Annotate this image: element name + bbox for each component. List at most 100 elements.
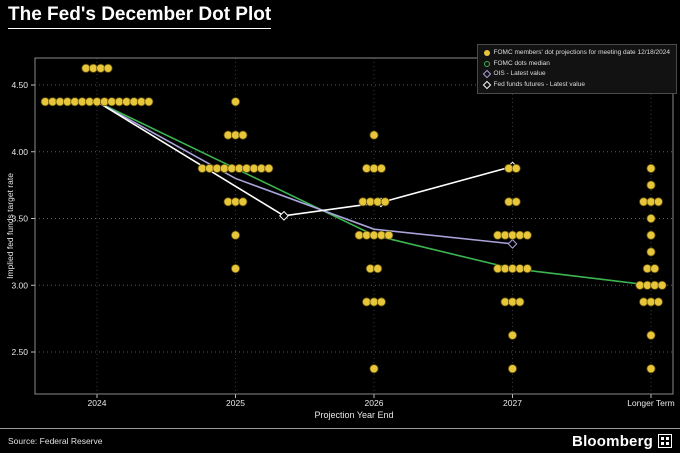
projection-dot bbox=[369, 364, 379, 374]
projection-dot bbox=[264, 163, 274, 173]
projection-dot bbox=[646, 230, 656, 240]
projection-dot bbox=[369, 297, 379, 307]
source-text: Source: Federal Reserve bbox=[8, 436, 103, 446]
projection-dot bbox=[639, 297, 649, 307]
projection-dot bbox=[373, 197, 383, 207]
y-tick-label: 3.50 bbox=[11, 214, 28, 224]
legend-label: Fed funds futures - Latest value bbox=[493, 80, 585, 88]
projection-dot bbox=[507, 297, 517, 307]
projection-dot bbox=[358, 197, 368, 207]
projection-dot bbox=[40, 97, 50, 107]
y-tick-label: 2.50 bbox=[11, 347, 28, 357]
projection-dot bbox=[504, 197, 514, 207]
projection-dot bbox=[500, 230, 510, 240]
projection-dot bbox=[373, 264, 383, 274]
projection-dot bbox=[646, 247, 656, 257]
futures-diamond-marker-icon bbox=[482, 80, 491, 89]
projection-dot bbox=[635, 280, 645, 290]
projection-dot bbox=[507, 230, 517, 240]
projection-dot bbox=[507, 264, 517, 274]
projection-dot bbox=[369, 163, 379, 173]
projection-dot bbox=[642, 264, 652, 274]
projection-dot bbox=[511, 197, 521, 207]
projection-dot bbox=[369, 130, 379, 140]
gridlines: 4.50 4.00 3.50 3.00 2.50 2024 2025 2026 2027 Long… bbox=[11, 58, 675, 408]
projection-dot bbox=[646, 330, 656, 340]
x-tick-label: 2025 bbox=[226, 398, 245, 408]
projection-dot bbox=[197, 163, 207, 173]
projection-dot bbox=[122, 97, 132, 107]
projection-dot bbox=[96, 63, 106, 73]
projection-dot bbox=[646, 197, 656, 207]
projection-dot bbox=[230, 197, 240, 207]
projection-dot bbox=[227, 163, 237, 173]
footer-bar: Source: Federal Reserve Bloomberg bbox=[0, 428, 680, 453]
legend-label: FOMC dots median bbox=[493, 59, 550, 67]
projection-dot bbox=[234, 163, 244, 173]
line-fed-funds-futures-latest-value bbox=[96, 101, 513, 217]
plot-frame bbox=[34, 57, 674, 395]
projection-dot bbox=[55, 97, 65, 107]
projection-dot bbox=[223, 197, 233, 207]
projection-dot bbox=[238, 130, 248, 140]
projection-dot bbox=[362, 230, 372, 240]
legend-item-ois: OIS - Latest value bbox=[482, 69, 670, 80]
legend-item-fomc-dots: FOMC members' dot projections for meetin… bbox=[483, 48, 670, 59]
latest-value-diamond-icon bbox=[507, 238, 518, 249]
projection-dot bbox=[653, 297, 663, 307]
projection-dot bbox=[369, 230, 379, 240]
projection-dot bbox=[362, 297, 372, 307]
projection-dot bbox=[230, 130, 240, 140]
chart-legend: FOMC members' dot projections for meetin… bbox=[476, 44, 677, 94]
projection-dot bbox=[500, 297, 510, 307]
projection-dot bbox=[48, 97, 58, 107]
projection-dot bbox=[70, 97, 80, 107]
projection-dot bbox=[384, 230, 394, 240]
projection-dot bbox=[256, 163, 266, 173]
projection-dot bbox=[376, 230, 386, 240]
projection-dot bbox=[219, 163, 229, 173]
x-tick-label: 2027 bbox=[503, 398, 522, 408]
projection-dot bbox=[650, 280, 660, 290]
projection-dot bbox=[646, 213, 656, 223]
projection-dot bbox=[365, 264, 375, 274]
projection-dot bbox=[522, 230, 532, 240]
projection-dot bbox=[362, 163, 372, 173]
projection-dot bbox=[230, 230, 240, 240]
y-tick-label: 3.00 bbox=[11, 280, 28, 290]
projection-dot bbox=[238, 197, 248, 207]
projection-dot bbox=[205, 163, 215, 173]
y-tick-label: 4.50 bbox=[11, 80, 28, 90]
projection-dot bbox=[504, 163, 514, 173]
page-title: The Fed's December Dot Plot bbox=[8, 4, 272, 29]
x-tick-label: Longer Term bbox=[627, 398, 675, 408]
projection-dot bbox=[376, 163, 386, 173]
projection-dot bbox=[639, 197, 649, 207]
projection-dot bbox=[493, 264, 503, 274]
projection-dot bbox=[511, 163, 521, 173]
fomc-dot-marker-icon bbox=[483, 50, 490, 57]
projection-dot bbox=[230, 97, 240, 107]
line-fomc-dots-median bbox=[96, 100, 652, 287]
bloomberg-wordmark: Bloomberg bbox=[572, 432, 653, 450]
projection-dot bbox=[230, 264, 240, 274]
projection-dot bbox=[144, 97, 154, 107]
x-axis-label: Projection Year End bbox=[314, 410, 394, 420]
bloomberg-logo: Bloomberg bbox=[572, 433, 672, 450]
projection-dot bbox=[107, 97, 117, 107]
projection-dot bbox=[99, 97, 109, 107]
projection-dot bbox=[103, 63, 113, 73]
projection-dot bbox=[376, 297, 386, 307]
projection-dot bbox=[642, 280, 652, 290]
projection-dot bbox=[653, 197, 663, 207]
projection-dot bbox=[62, 97, 72, 107]
projection-dot bbox=[92, 97, 102, 107]
legend-label: FOMC members' dot projections for meetin… bbox=[493, 49, 670, 56]
projection-dot bbox=[646, 163, 656, 173]
projection-dot bbox=[365, 197, 375, 207]
projection-dot bbox=[212, 163, 222, 173]
projection-dot bbox=[380, 197, 390, 207]
trend-lines bbox=[96, 100, 652, 287]
projection-dot bbox=[223, 130, 233, 140]
projection-dot bbox=[88, 63, 98, 73]
